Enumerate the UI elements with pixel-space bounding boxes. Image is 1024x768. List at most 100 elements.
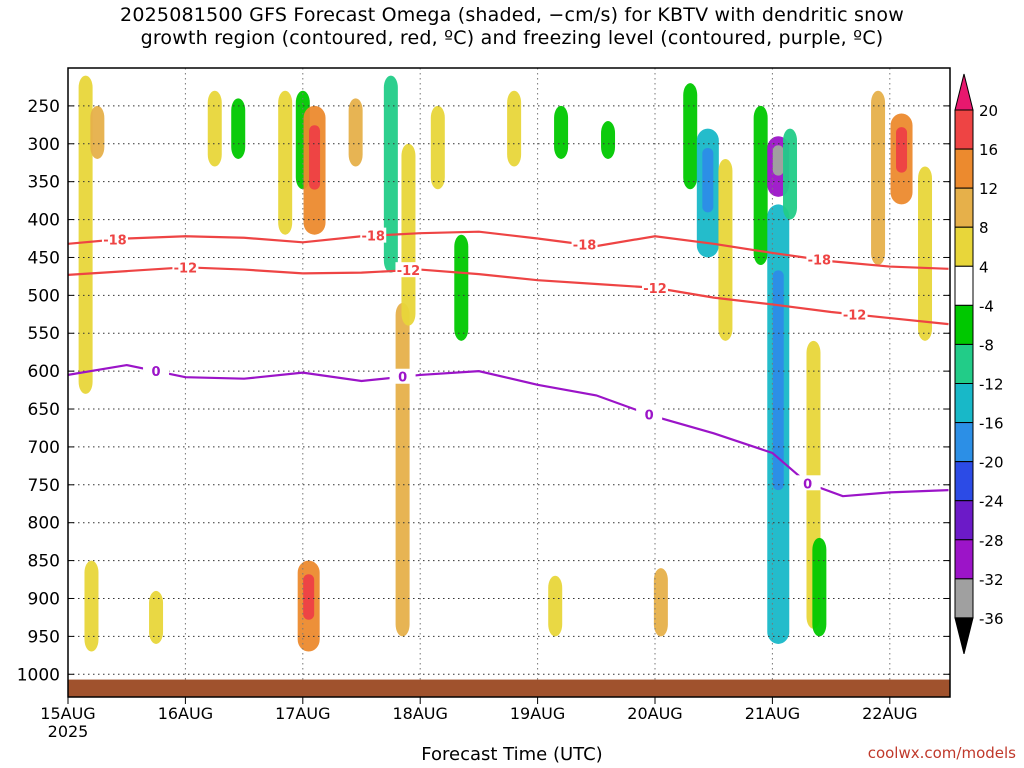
contour-label-bg	[841, 306, 868, 322]
y-tick-label: 400	[28, 211, 60, 231]
colorbar-label: -24	[979, 493, 1004, 511]
contour-label-bg	[642, 279, 668, 295]
omega-blob	[601, 121, 616, 159]
x-tick-label: 20AUG	[627, 704, 682, 723]
omega-blob	[653, 568, 668, 637]
omega-blob	[207, 90, 222, 167]
omega-blob	[783, 128, 798, 220]
contour-label: -12	[643, 282, 667, 297]
contour-label: -12	[397, 264, 421, 279]
plot-background	[68, 68, 950, 697]
colorbar-label: 20	[979, 102, 998, 120]
omega-blob	[90, 105, 105, 159]
colorbar-label: -8	[979, 336, 994, 354]
omega-blob	[507, 90, 522, 167]
contour-label: 0	[152, 365, 161, 380]
omega-blob	[548, 575, 563, 637]
colorbar-bottom-arrow	[954, 617, 974, 655]
colorbar-label: -32	[979, 571, 1004, 589]
ground-surface	[68, 679, 950, 697]
omega-blob-core	[896, 127, 908, 173]
colorbar-label: -4	[979, 297, 994, 315]
omega-blob	[918, 166, 933, 341]
contour-label-bg	[806, 251, 833, 267]
x-tick-label: 17AUG	[275, 704, 330, 723]
colorbar-label: -16	[979, 415, 1004, 433]
colorbar-label: 16	[979, 141, 998, 159]
contour-label: -18	[103, 234, 127, 249]
contour-label-bg	[636, 406, 663, 422]
colorbar-box	[954, 343, 974, 384]
colorbar-box	[954, 422, 974, 463]
y-tick-label: 850	[28, 552, 60, 572]
y-tick-label: 700	[28, 438, 60, 458]
contour-label: 0	[803, 477, 812, 492]
y-tick-label: 1000	[17, 665, 60, 685]
credit-link[interactable]: coolwx.com/models	[867, 744, 1016, 762]
x-tick-label: 16AUG	[158, 704, 213, 723]
colorbar-label: 12	[979, 180, 998, 198]
x-tick-label: 15AUG	[40, 704, 95, 723]
omega-blob-core	[702, 147, 714, 213]
colorbar-box	[954, 304, 974, 345]
chart-title-line2: growth region (contoured, red, ºC) and f…	[140, 27, 884, 49]
omega-blob	[430, 105, 445, 190]
colorbar-box	[954, 578, 974, 619]
y-tick-label: 900	[28, 589, 60, 609]
contour-label-bg	[143, 363, 170, 379]
omega-blob	[683, 83, 698, 190]
colorbar-top-arrow	[954, 73, 974, 111]
omega-blob	[871, 90, 886, 266]
x-axis-label: Forecast Time (UTC)	[421, 744, 603, 765]
omega-blob-core	[303, 574, 315, 620]
omega-blob	[149, 590, 164, 644]
x-tick-label: 21AUG	[745, 704, 800, 723]
omega-blob	[753, 105, 768, 266]
y-tick-label: 750	[28, 476, 60, 496]
contour-label-bg	[571, 236, 598, 252]
colorbar-label: -20	[979, 454, 1004, 472]
colorbar-label: 4	[979, 258, 989, 276]
omega-blob-core	[772, 270, 784, 491]
y-tick-label: 950	[28, 627, 60, 647]
omega-blob	[383, 75, 398, 273]
contour-label: -18	[808, 254, 832, 269]
plot-frame	[67, 67, 951, 698]
plot-area: -18 -18 -18 -18 -12 -12 -12 -12 0 0 0 0	[68, 68, 950, 697]
y-tick-label: 350	[28, 173, 60, 193]
colorbar-box	[954, 109, 974, 150]
contour-label-bg	[395, 262, 422, 278]
y-tick-label: 550	[28, 324, 60, 344]
omega-blob	[78, 75, 93, 394]
colorbar-box	[954, 226, 974, 267]
contour-label-bg	[172, 259, 199, 275]
x-tick-label: 22AUG	[862, 704, 917, 723]
chart-title: 2025081500 GFS Forecast Omega (shaded, −…	[0, 4, 1024, 50]
colorbar-box	[954, 539, 974, 580]
colorbar-label: -36	[979, 610, 1004, 628]
contour-label-bg	[360, 227, 387, 243]
omega-blob	[84, 560, 99, 652]
contour-line	[68, 230, 949, 270]
x-tick-label: 19AUG	[510, 704, 565, 723]
omega-blob	[278, 90, 293, 235]
x-year-label: 2025	[48, 722, 89, 741]
y-tick-label: 450	[28, 248, 60, 268]
contour-label-bg	[794, 475, 821, 491]
colorbar-box	[954, 265, 974, 306]
x-tick-label: 18AUG	[392, 704, 447, 723]
omega-blob	[554, 105, 569, 159]
contour-label-bg	[389, 368, 416, 384]
colorbar-box	[954, 383, 974, 424]
colorbar-box	[954, 461, 974, 502]
omega-blob	[454, 234, 469, 341]
y-tick-label: 300	[28, 135, 60, 155]
contour-label: -12	[174, 261, 198, 276]
colorbar-label: -28	[979, 532, 1004, 550]
omega-blob	[812, 537, 827, 637]
colorbar-box	[954, 187, 974, 228]
contour-label: -18	[361, 230, 385, 245]
contour-line	[68, 266, 949, 326]
omega-blob	[718, 158, 733, 341]
